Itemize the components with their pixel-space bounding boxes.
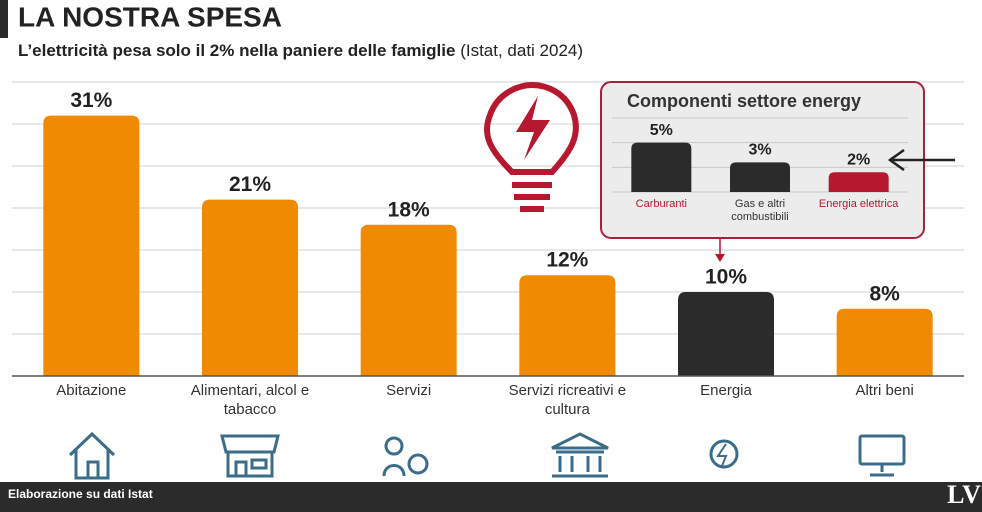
inset-pointer-head (715, 254, 725, 262)
value-label: 2% (847, 151, 870, 168)
category-label: Abitazione (56, 382, 127, 399)
category-label: Energia (700, 382, 752, 399)
category-label: Altri beni (855, 382, 914, 399)
value-label: 12% (546, 249, 588, 272)
main-chart: 31% 21% 18% 12% 10% 8% (12, 81, 964, 377)
title-bar (0, 0, 8, 38)
subtitle: L’elettricità pesa solo il 2% nella pani… (18, 41, 583, 60)
bulb-icon (484, 81, 579, 212)
bar (828, 172, 889, 192)
bar (836, 308, 933, 376)
value-label: 18% (388, 198, 430, 221)
bar (360, 224, 457, 376)
value-label: 5% (650, 122, 673, 139)
category-label: Servizi (386, 382, 432, 399)
category-icons (68, 431, 906, 480)
category-label: Carburanti (635, 198, 687, 210)
bar (678, 292, 774, 376)
category-label: Servizi ricreativi e cultura (508, 382, 627, 418)
footer-source: Elaborazione su dati Istat (8, 487, 153, 501)
subtitle-main: L’elettricità pesa solo il 2% nella pani… (18, 41, 455, 60)
value-label: 31% (70, 89, 112, 112)
title: LA NOSTRA SPESA (18, 1, 282, 32)
bar (202, 199, 298, 376)
value-label: 3% (748, 142, 771, 159)
subtitle-note: (Istat, dati 2024) (460, 41, 583, 60)
bar (631, 142, 692, 192)
inset-chart: Componenti settore energy 5% 3% 2% (612, 91, 908, 193)
value-label: 8% (869, 282, 900, 305)
value-label: 10% (705, 266, 747, 289)
bar (730, 162, 790, 192)
footer-bar (0, 482, 982, 512)
category-label: Energia elettrica (818, 198, 899, 210)
logo: LV (947, 480, 981, 509)
bar (43, 115, 140, 376)
value-label: 21% (229, 173, 271, 196)
category-label: Gas e altri combustibili (731, 198, 789, 223)
arrow-head (887, 148, 905, 172)
category-label: Alimentari, alcol e tabacco (190, 382, 310, 418)
bar (519, 275, 616, 376)
inset-title: Componenti settore energy (627, 91, 861, 111)
